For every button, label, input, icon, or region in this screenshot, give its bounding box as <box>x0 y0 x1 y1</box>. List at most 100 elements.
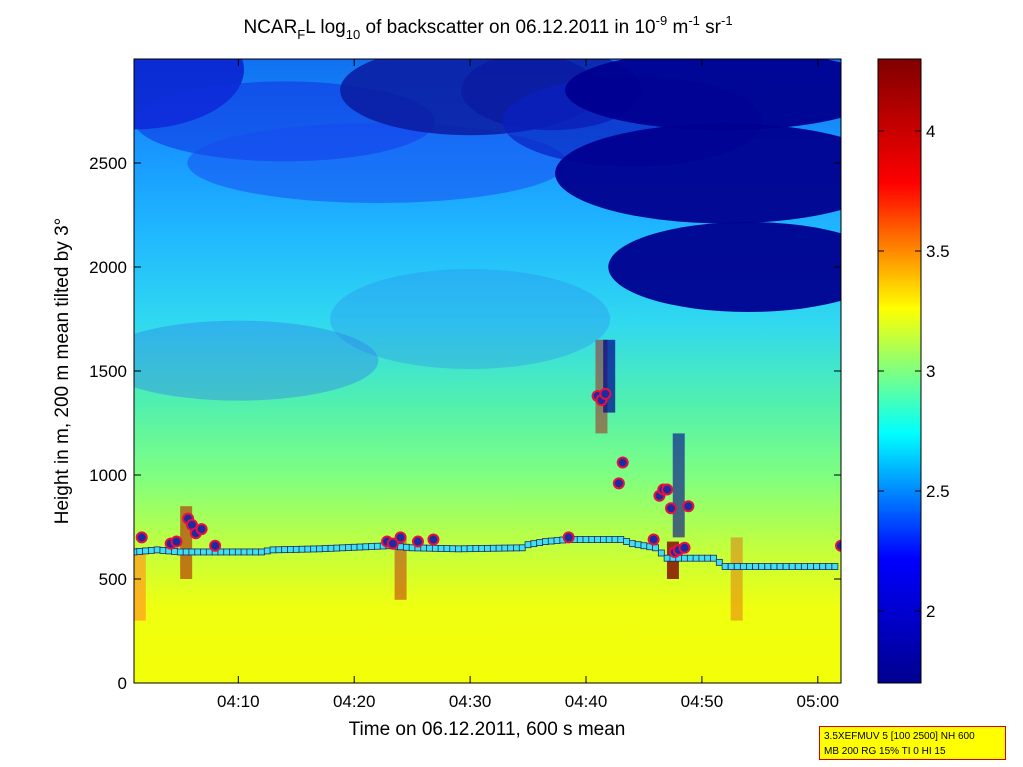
cloud-base-marker <box>518 544 526 552</box>
cloud-base-marker <box>657 549 665 557</box>
cloud-base-marker <box>234 548 242 556</box>
y-tick-label: 1000 <box>89 466 127 485</box>
cloud-base-marker <box>681 554 688 562</box>
cloud-base-marker <box>495 544 503 552</box>
cloud-base-marker <box>345 544 352 551</box>
cloud-base-marker <box>594 536 602 543</box>
cloud-base-marker <box>321 545 329 552</box>
texture-blob <box>134 320 379 401</box>
cloud-base-marker <box>710 554 717 562</box>
texture-blob <box>608 222 841 312</box>
event-point <box>195 523 208 536</box>
cloud-base-marker <box>634 541 642 549</box>
event-point <box>135 531 148 544</box>
cloud-base-marker <box>449 545 457 553</box>
cloud-base-marker <box>310 545 318 553</box>
cloud-base-marker <box>350 543 358 551</box>
colorbar: 2 2.5 3 3.5 4 <box>877 58 950 684</box>
cloud-base-marker <box>698 554 706 562</box>
chart-title-part: NCAR <box>243 17 297 38</box>
cloud-base-marker <box>640 542 648 550</box>
event-point <box>682 500 695 513</box>
texture-blob <box>565 59 841 131</box>
chart-title-part: F <box>297 27 305 42</box>
x-tick-label: 05:00 <box>797 692 840 711</box>
cloud-base-marker <box>746 563 753 570</box>
cloud-base-marker <box>652 544 659 552</box>
cloud-base-marker <box>813 563 820 570</box>
texture-blob <box>330 269 611 369</box>
cloud-base-marker <box>153 546 161 554</box>
cloud-base-marker <box>333 544 341 552</box>
cloud-base-series <box>134 536 839 570</box>
colorbar-scale <box>877 58 922 684</box>
cloud-base-marker <box>715 558 723 566</box>
cloud-base-marker <box>758 563 766 570</box>
cloud-base-marker <box>327 544 335 552</box>
event-point <box>616 456 629 469</box>
cloud-base-marker <box>588 536 596 543</box>
event-point <box>665 502 678 515</box>
cloud-base-marker <box>752 563 759 570</box>
event-point <box>647 533 660 546</box>
event-point <box>678 541 691 554</box>
cloud-base-marker <box>484 544 491 552</box>
texture-column <box>672 433 685 538</box>
cloud-base-marker <box>663 554 671 562</box>
y-tick-label: 500 <box>99 570 127 589</box>
cloud-base-marker <box>402 543 410 551</box>
x-tick-label: 04:20 <box>333 692 376 711</box>
texture-column <box>394 537 407 600</box>
event-point <box>835 539 841 552</box>
colorbar-tick-label: 4 <box>926 122 935 141</box>
backscatter-texture <box>134 59 841 621</box>
cloud-base-marker <box>269 546 277 554</box>
cloud-base-marker <box>373 542 381 550</box>
cloud-base-marker <box>617 536 625 543</box>
event-point <box>209 539 222 552</box>
cloud-base-marker <box>287 546 294 553</box>
texture-column <box>730 537 743 621</box>
colorbar-tick-label: 2 <box>926 602 935 621</box>
cloud-base-marker <box>339 544 347 552</box>
cloud-base-marker <box>194 548 202 556</box>
x-axis: 04:10 04:20 04:30 04:40 04:50 05:00 <box>217 59 839 711</box>
cloud-base-marker <box>362 543 370 551</box>
cloud-base-marker <box>739 563 747 570</box>
event-point <box>612 477 625 490</box>
cloud-base-marker <box>142 547 149 555</box>
cloud-base-marker <box>764 563 772 570</box>
colorbar-ticks: 2 2.5 3 3.5 4 <box>878 122 950 621</box>
cloud-base-marker <box>252 548 260 556</box>
settings-info-line-1: 3.5XEFMUV 5 [100 2500] NH 600 <box>824 731 975 742</box>
cloud-base-marker <box>825 563 833 570</box>
x-tick-label: 04:10 <box>217 692 260 711</box>
cloud-base-marker <box>623 538 630 545</box>
chart-title-part: -1 <box>721 13 733 28</box>
cloud-base-marker <box>547 537 555 545</box>
cloud-base-marker <box>692 554 700 562</box>
y-tick-label: 2500 <box>89 154 127 173</box>
cloud-base-marker <box>600 536 607 543</box>
cloud-base-marker <box>770 563 778 570</box>
cloud-base-marker <box>513 544 520 552</box>
cloud-base-marker <box>136 548 144 555</box>
event-point <box>562 531 575 544</box>
cloud-base-marker <box>489 544 497 552</box>
cloud-base-marker <box>794 563 802 570</box>
event-point <box>411 535 424 548</box>
cloud-base-marker <box>281 546 289 554</box>
cloud-base-marker <box>147 547 155 554</box>
cloud-base-marker <box>368 543 375 550</box>
cloud-base-marker <box>727 563 735 570</box>
event-point <box>394 531 407 544</box>
y-tick-label: 1500 <box>89 362 127 381</box>
event-point <box>599 387 612 400</box>
cloud-base-marker <box>782 563 790 570</box>
cloud-base-marker <box>258 548 265 556</box>
chart-title-part: m <box>667 17 688 38</box>
cloud-base-marker <box>831 563 839 570</box>
cloud-base-marker <box>188 548 196 556</box>
cloud-base-marker <box>628 540 636 548</box>
